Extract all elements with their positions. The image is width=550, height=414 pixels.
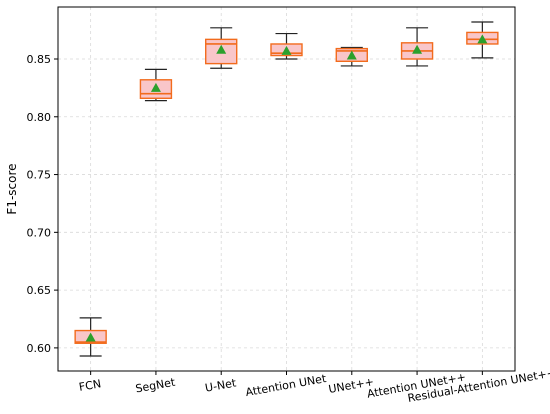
box-2 xyxy=(205,27,238,69)
grid-lines xyxy=(58,7,515,371)
mean-marker xyxy=(477,34,488,44)
y-tick-label: 0.60 xyxy=(27,342,52,355)
mean-marker xyxy=(85,332,96,342)
y-axis: 0.60 0.65 0.70 0.75 0.80 0.85 xyxy=(27,53,58,355)
y-axis-label: F1-score xyxy=(5,163,19,214)
y-tick-label: 0.85 xyxy=(27,53,52,66)
mean-marker xyxy=(346,50,357,60)
y-tick-label: 0.75 xyxy=(27,169,52,182)
x-tick-label: U-Net xyxy=(204,376,238,394)
x-axis: FCN SegNet U-Net Attention UNet UNet++Attent… xyxy=(78,366,550,405)
mean-marker xyxy=(216,44,227,54)
box-4 xyxy=(335,46,368,67)
box-0 xyxy=(74,317,107,357)
mean-marker xyxy=(150,82,161,92)
y-tick-label: 0.80 xyxy=(27,111,52,124)
x-tick-label: Attention UNet xyxy=(245,372,328,399)
box-6 xyxy=(466,21,499,59)
box-1 xyxy=(139,68,173,102)
box-5 xyxy=(400,27,434,67)
box-group xyxy=(74,21,499,357)
y-tick-label: 0.70 xyxy=(27,226,52,239)
box-3 xyxy=(270,32,303,60)
mean-marker xyxy=(412,44,423,54)
mean-marker xyxy=(281,45,292,55)
x-tick-label: SegNet xyxy=(134,376,176,396)
y-tick-label: 0.65 xyxy=(27,284,52,297)
x-tick-label: FCN xyxy=(78,377,102,394)
